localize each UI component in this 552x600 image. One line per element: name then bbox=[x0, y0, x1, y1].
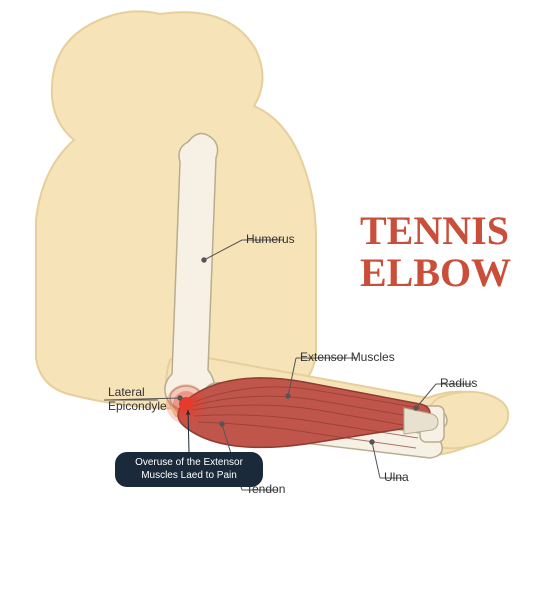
diagram-title: TENNIS ELBOW bbox=[360, 210, 511, 294]
pain-dot-icon bbox=[166, 384, 206, 424]
anatomy-svg bbox=[0, 0, 552, 600]
callout-line-1: Overuse of the Extensor bbox=[124, 457, 254, 470]
label-lateral: Lateral Epicondyle bbox=[108, 386, 167, 414]
label-humerus: Humerus bbox=[246, 232, 295, 246]
label-radius: Radius bbox=[440, 376, 477, 390]
callout-box: Overuse of the Extensor Muscles Laed to … bbox=[115, 452, 263, 487]
title-line-1: TENNIS bbox=[360, 210, 511, 252]
diagram-stage: TENNIS ELBOW Humerus Extensor Muscles Radi… bbox=[0, 0, 552, 600]
label-ulna: Ulna bbox=[384, 470, 409, 484]
title-line-2: ELBOW bbox=[360, 252, 511, 294]
callout-line-2: Muscles Laed to Pain bbox=[124, 470, 254, 483]
label-extensor: Extensor Muscles bbox=[300, 350, 395, 364]
